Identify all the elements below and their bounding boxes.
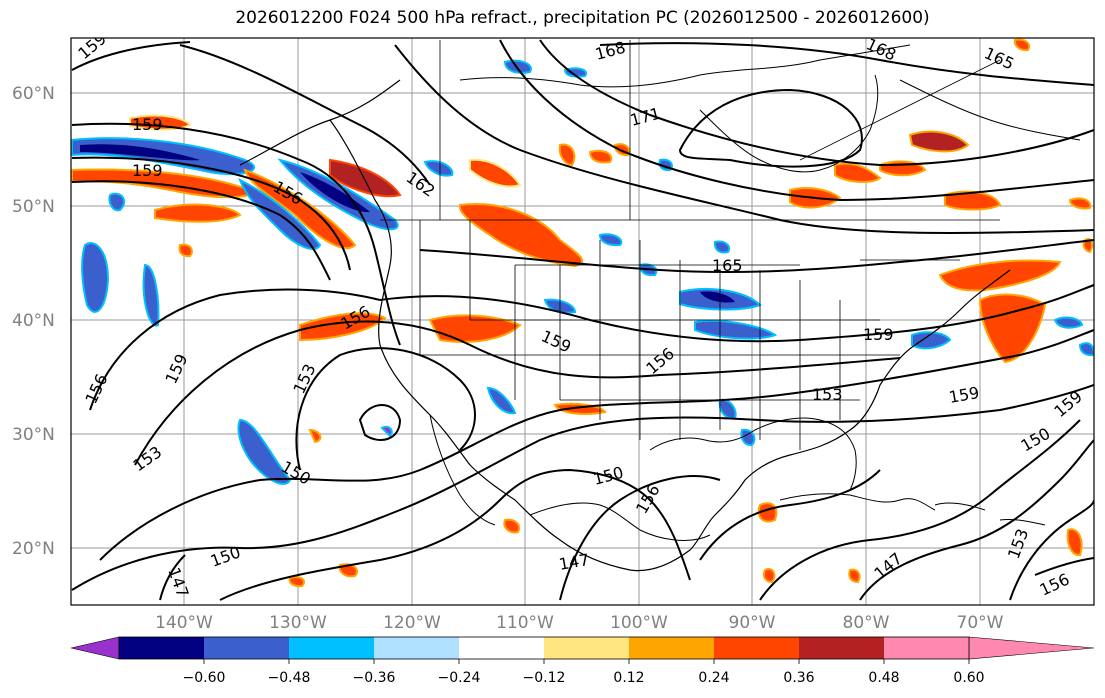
lon-label: 70°W — [957, 613, 1004, 633]
longitude-labels: 140°W 130°W 120°W 110°W 100°W 90°W 80°W … — [155, 613, 1004, 633]
colorbar-segment — [70, 636, 120, 660]
colorbar-tick-label: 0.60 — [953, 670, 984, 686]
colorbar-tick-label: −0.60 — [183, 670, 226, 686]
colorbar-tick-label: 0.24 — [698, 670, 729, 686]
colorbar-segment — [204, 637, 289, 659]
lat-label: 60°N — [12, 84, 55, 104]
colorbar-tick-label: 0.48 — [868, 670, 899, 686]
lat-label: 30°N — [12, 425, 55, 445]
lon-label: 110°W — [496, 613, 554, 633]
contour-label: 153 — [812, 385, 843, 404]
colorbar: −0.60 −0.48 −0.36 −0.24 −0.12 0.12 0.24 … — [70, 636, 1095, 686]
contour-label: 165 — [712, 256, 743, 275]
colorbar-segment — [289, 637, 374, 659]
colorbar-segment — [799, 637, 884, 659]
colorbar-tick-label: −0.48 — [268, 670, 311, 686]
colorbar-segment — [374, 637, 459, 659]
latitude-labels: 60°N 50°N 40°N 30°N 20°N — [12, 84, 55, 559]
map-title: 2026012200 F024 500 hPa refract., precip… — [235, 8, 930, 28]
lat-label: 40°N — [12, 311, 55, 331]
colorbar-segment — [544, 637, 629, 659]
colorbar-segment — [884, 637, 969, 659]
contour-label: 159 — [132, 161, 163, 180]
contour-label: 159 — [132, 115, 163, 134]
colorbar-ticks — [203, 659, 970, 664]
colorbar-segment — [629, 637, 714, 659]
colorbar-tick-label: −0.12 — [523, 670, 566, 686]
lon-label: 80°W — [843, 613, 890, 633]
colorbar-segment — [714, 637, 799, 659]
lon-label: 130°W — [269, 613, 327, 633]
colorbar-tick-label: −0.24 — [438, 670, 481, 686]
contour-label: 159 — [863, 325, 894, 344]
colorbar-segment — [968, 636, 1095, 660]
map-frame — [70, 37, 1095, 606]
lon-label: 90°W — [729, 613, 776, 633]
colorbar-tick-label: −0.36 — [353, 670, 396, 686]
map-background — [71, 38, 1094, 605]
coastlines — [239, 40, 1081, 572]
lon-label: 100°W — [610, 613, 668, 633]
graticule — [71, 38, 1094, 605]
lat-label: 50°N — [12, 197, 55, 217]
colorbar-segment — [119, 637, 204, 659]
height-contours — [71, 39, 1094, 601]
colorbar-tick-label: 0.36 — [783, 670, 814, 686]
lat-label: 20°N — [12, 539, 55, 559]
lon-label: 120°W — [383, 613, 441, 633]
colorbar-segment — [459, 637, 544, 659]
lon-label: 140°W — [155, 613, 213, 633]
colorbar-tick-label: 0.12 — [613, 670, 644, 686]
